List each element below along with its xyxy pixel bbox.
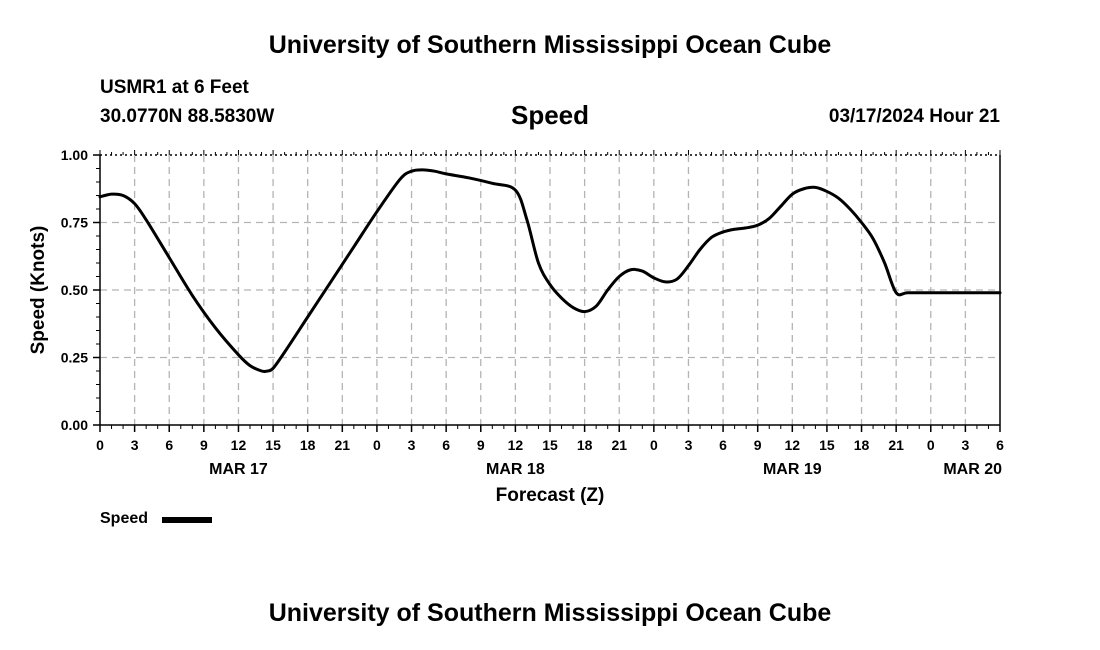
legend-swatch bbox=[162, 517, 212, 523]
x-tick-label: 3 bbox=[685, 437, 693, 453]
y-tick-label: 1.00 bbox=[61, 147, 88, 163]
x-tick-label: 21 bbox=[888, 437, 904, 453]
x-tick-label: 0 bbox=[373, 437, 381, 453]
x-tick-label: 15 bbox=[265, 437, 281, 453]
x-tick-label: 21 bbox=[335, 437, 351, 453]
chart-variable-title: Speed bbox=[510, 100, 590, 130]
x-date-label: MAR 20 bbox=[943, 461, 1002, 478]
x-tick-label: 3 bbox=[408, 437, 416, 453]
x-tick-label: 9 bbox=[200, 437, 208, 453]
x-tick-label: 3 bbox=[131, 437, 139, 453]
x-tick-label: 6 bbox=[165, 437, 173, 453]
x-tick-label: 0 bbox=[650, 437, 658, 453]
x-axis-title: Forecast (Z) bbox=[496, 485, 605, 506]
x-tick-label: 3 bbox=[961, 437, 969, 453]
x-tick-label: 15 bbox=[819, 437, 835, 453]
x-tick-label: 18 bbox=[300, 437, 316, 453]
x-tick-label: 18 bbox=[577, 437, 593, 453]
x-tick-label: 21 bbox=[611, 437, 627, 453]
x-tick-label: 18 bbox=[854, 437, 870, 453]
x-tick-label: 12 bbox=[231, 437, 247, 453]
x-tick-label: 6 bbox=[996, 437, 1004, 453]
forecast-timestamp: 03/17/2024 Hour 21 bbox=[828, 106, 1000, 127]
y-tick-label: 0.00 bbox=[61, 417, 88, 433]
x-tick-label: 0 bbox=[96, 437, 104, 453]
x-tick-label: 12 bbox=[785, 437, 801, 453]
x-date-label: MAR 17 bbox=[209, 461, 268, 478]
x-tick-label: 12 bbox=[508, 437, 524, 453]
station-coordinates: 30.0770N 88.5830W bbox=[100, 106, 275, 127]
x-tick-label: 15 bbox=[542, 437, 558, 453]
y-tick-label: 0.25 bbox=[61, 350, 88, 366]
x-tick-label: 0 bbox=[927, 437, 935, 453]
y-tick-label: 0.75 bbox=[61, 215, 88, 231]
y-tick-label: 0.50 bbox=[61, 282, 88, 298]
station-name: USMR1 at 6 Feet bbox=[100, 77, 249, 98]
page-title: University of Southern Mississippi Ocean… bbox=[268, 31, 832, 59]
x-tick-label: 9 bbox=[754, 437, 762, 453]
legend-label: Speed bbox=[100, 510, 149, 527]
x-date-label: MAR 19 bbox=[763, 461, 822, 478]
x-tick-label: 9 bbox=[477, 437, 485, 453]
footer-title: University of Southern Mississippi Ocean… bbox=[268, 599, 832, 627]
x-date-label: MAR 18 bbox=[486, 461, 545, 478]
x-tick-label: 6 bbox=[719, 437, 727, 453]
y-axis-title: Speed (Knots) bbox=[28, 226, 49, 355]
x-tick-label: 6 bbox=[442, 437, 450, 453]
series-line-speed bbox=[98, 168, 1002, 374]
